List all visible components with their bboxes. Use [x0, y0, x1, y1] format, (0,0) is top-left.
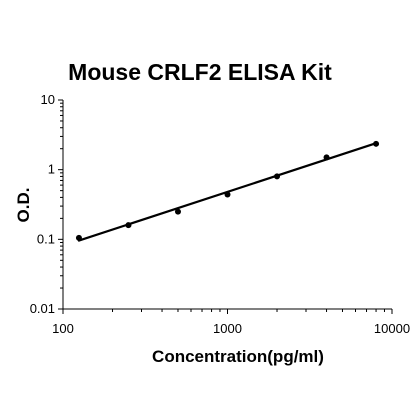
x-tick-label: 1000	[213, 321, 242, 336]
chart-title: Mouse CRLF2 ELISA Kit	[68, 59, 332, 85]
y-tick-label: 0.1	[37, 231, 55, 246]
data-point	[125, 222, 132, 229]
data-point	[373, 140, 380, 147]
data-point	[274, 173, 281, 180]
data-point	[224, 191, 231, 198]
y-tick-label: 0.01	[30, 301, 55, 316]
data-point	[323, 154, 330, 161]
plot-area: 0.01 0.1 1 10 100 1000 10000	[30, 92, 410, 336]
y-axis-title: O.D.	[14, 188, 33, 223]
x-tick-label: 100	[52, 321, 74, 336]
data-point	[174, 208, 181, 215]
data-point	[75, 234, 82, 241]
x-axis-title: Concentration(pg/ml)	[152, 347, 324, 366]
x-tick-label: 10000	[374, 321, 410, 336]
y-tick-label: 10	[41, 92, 55, 107]
y-tick-label: 1	[48, 162, 55, 177]
